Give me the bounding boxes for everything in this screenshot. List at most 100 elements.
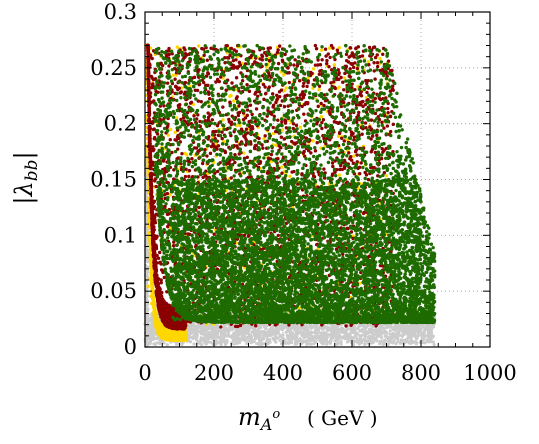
- grey-point: [222, 326, 225, 329]
- red-point: [276, 119, 279, 122]
- grey-point: [408, 326, 411, 329]
- grey-point: [276, 332, 279, 335]
- gold-point: [367, 60, 370, 63]
- gold-point: [149, 257, 152, 260]
- grey-point: [308, 342, 311, 345]
- grey-point: [291, 337, 294, 340]
- grey-point: [286, 341, 289, 344]
- grey-point: [195, 332, 198, 335]
- grey-point: [194, 330, 197, 333]
- red-point: [262, 98, 265, 101]
- grey-point: [349, 337, 352, 340]
- red-point: [380, 121, 383, 124]
- gold-point: [228, 95, 231, 98]
- grey-point: [320, 333, 323, 336]
- grey-point: [412, 340, 415, 343]
- grey-point: [232, 338, 235, 341]
- red-point: [344, 324, 347, 327]
- gold-point: [172, 74, 175, 77]
- grey-point: [373, 337, 376, 340]
- grey-point: [392, 328, 395, 331]
- grey-point: [227, 327, 230, 330]
- gold-point: [282, 73, 285, 76]
- grey-point: [162, 341, 165, 344]
- grey-point: [193, 342, 196, 345]
- gold-point: [337, 86, 340, 89]
- grey-point: [270, 328, 273, 331]
- grey-point: [158, 339, 161, 342]
- grey-point: [404, 330, 407, 333]
- grey-point: [368, 335, 371, 338]
- gold-point: [352, 154, 355, 157]
- data-points: [143, 44, 436, 348]
- gold-point: [169, 128, 172, 131]
- grey-point: [283, 339, 286, 342]
- grey-point: [146, 225, 149, 228]
- grey-point: [333, 327, 336, 330]
- grey-point: [146, 266, 149, 269]
- grey-point: [267, 328, 270, 331]
- grey-point: [315, 333, 318, 336]
- gold-point: [161, 327, 164, 330]
- grey-point: [300, 340, 303, 343]
- gold-point: [169, 338, 172, 341]
- gold-point: [385, 174, 388, 177]
- grey-point: [349, 328, 352, 331]
- grey-point: [296, 340, 299, 343]
- grey-point: [333, 340, 336, 343]
- grey-point: [279, 334, 282, 337]
- red-point: [336, 48, 339, 51]
- gold-point: [171, 335, 174, 338]
- grey-point: [259, 337, 262, 340]
- grey-point: [219, 340, 222, 343]
- grey-point: [340, 328, 343, 331]
- grey-point: [415, 337, 418, 340]
- grey-point: [390, 325, 393, 328]
- red-point: [202, 54, 205, 57]
- grey-point: [409, 337, 412, 340]
- grey-point: [245, 342, 248, 345]
- grey-point: [205, 335, 208, 338]
- grey-point: [195, 339, 198, 342]
- grey-point: [150, 327, 153, 330]
- grey-point: [346, 340, 349, 343]
- gold-point: [333, 63, 336, 66]
- grey-point: [418, 326, 421, 329]
- grey-point: [417, 332, 420, 335]
- grey-point: [325, 336, 328, 339]
- grey-point: [305, 340, 308, 343]
- grey-point: [224, 343, 227, 346]
- gold-point: [149, 295, 152, 298]
- grey-point: [244, 338, 247, 341]
- gold-point: [176, 45, 179, 48]
- grey-point: [272, 338, 275, 341]
- grey-point: [358, 334, 361, 337]
- grey-point: [364, 325, 367, 328]
- grey-point: [209, 324, 212, 327]
- grey-point: [396, 336, 399, 339]
- grey-point: [227, 330, 230, 333]
- grey-point: [219, 336, 222, 339]
- grey-point: [199, 330, 202, 333]
- grey-point: [195, 327, 198, 330]
- grey-point: [314, 324, 317, 327]
- grey-point: [407, 333, 410, 336]
- grey-point: [268, 341, 271, 344]
- grey-point: [232, 332, 235, 335]
- grey-point: [223, 329, 226, 332]
- gold-point: [157, 323, 160, 326]
- gold-point: [146, 285, 149, 288]
- grey-point: [378, 342, 381, 345]
- grey-point: [387, 339, 390, 342]
- gold-point: [232, 99, 235, 102]
- grey-point: [355, 333, 358, 336]
- red-point: [275, 94, 278, 97]
- gold-point: [174, 330, 177, 333]
- red-point: [169, 138, 172, 141]
- grey-point: [337, 337, 340, 340]
- grey-point: [295, 336, 298, 339]
- gold-point: [176, 338, 179, 341]
- grey-point: [301, 331, 304, 334]
- grey-point: [290, 341, 293, 344]
